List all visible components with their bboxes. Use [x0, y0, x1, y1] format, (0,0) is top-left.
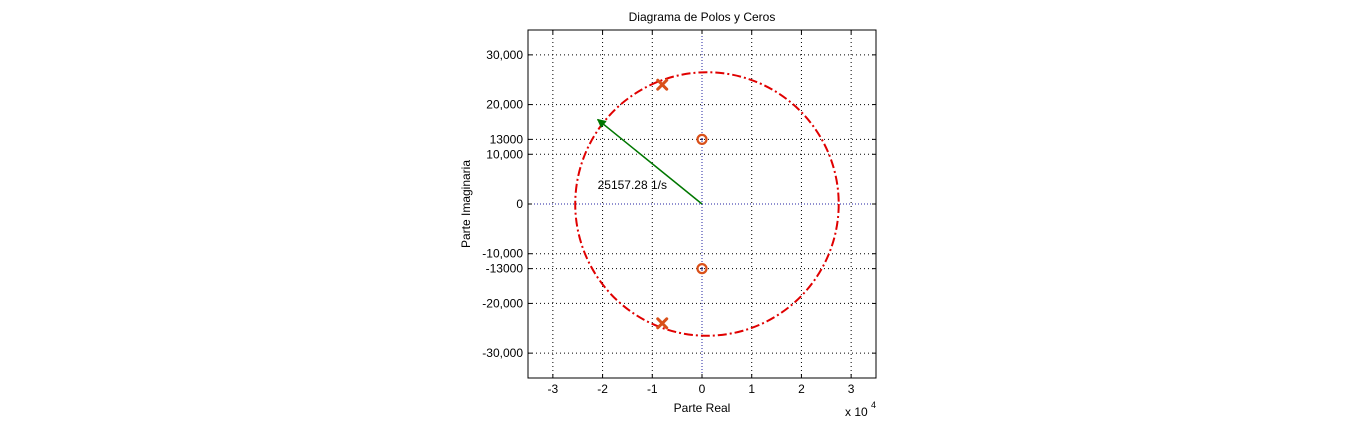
y-tick-label: 0 — [516, 197, 523, 211]
y-tick-label: -30,000 — [482, 346, 523, 360]
x-tick-label: -2 — [597, 382, 608, 396]
stability-circle — [574, 71, 840, 337]
vector-annotation: 25157.28 1/s — [598, 178, 667, 192]
x-tick-label: 1 — [748, 382, 755, 396]
tick-marks — [528, 30, 876, 378]
y-tick-label: 30,000 — [486, 48, 523, 62]
zero-center — [701, 138, 703, 141]
pole-stroke — [656, 317, 669, 330]
pole-marker — [656, 317, 669, 330]
y-tick-label: -10,000 — [482, 247, 523, 261]
y-axis-label: Parte Imaginaria — [459, 160, 473, 248]
chart-title: Diagrama de Polos y Ceros — [629, 10, 776, 24]
marker-layer — [656, 78, 708, 330]
x-axis-label: Parte Real — [674, 401, 731, 415]
x-exponent-label: x 10 — [845, 405, 868, 419]
x-exponent-power: 4 — [871, 400, 876, 410]
zero-marker — [696, 263, 708, 275]
vector-layer — [596, 118, 703, 205]
x-tick-label: 3 — [848, 382, 855, 396]
x-tick-labels: -3 -2 -1 0 1 2 3 — [548, 382, 855, 396]
y-tick-label: -20,000 — [482, 296, 523, 310]
pole-marker — [656, 78, 669, 91]
magnitude-vector — [596, 118, 703, 205]
zero-center — [701, 267, 703, 270]
zero-ring — [696, 133, 708, 145]
circle-layer — [574, 71, 840, 337]
zero-marker — [696, 133, 708, 145]
x-tick-label: -3 — [548, 382, 559, 396]
x-tick-label: 2 — [798, 382, 805, 396]
y-tick-label: 20,000 — [486, 98, 523, 112]
y-tick-label: -13000 — [486, 262, 524, 276]
y-tick-label: 13000 — [490, 132, 524, 146]
pole-stroke — [656, 78, 669, 91]
x-tick-label: 0 — [699, 382, 706, 396]
x-tick-label: -1 — [647, 382, 658, 396]
zero-ring — [696, 263, 708, 275]
y-tick-label: 10,000 — [486, 147, 523, 161]
